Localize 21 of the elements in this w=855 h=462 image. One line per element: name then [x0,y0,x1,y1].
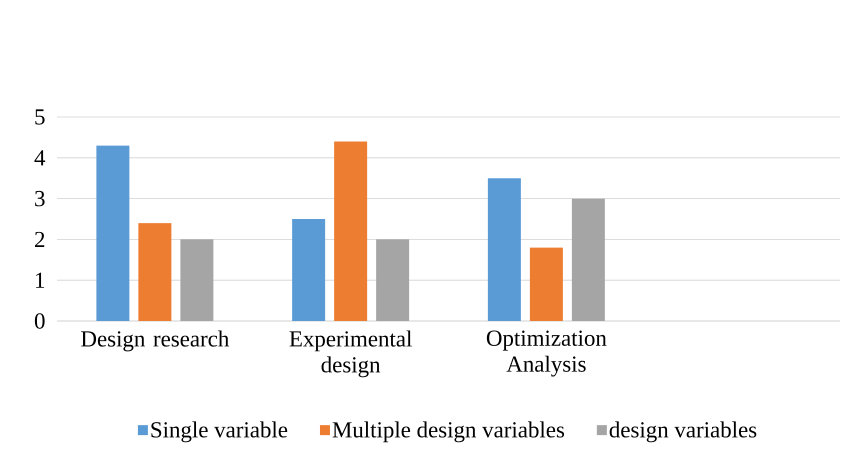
bar [572,198,605,321]
bar [96,146,130,321]
y-tick-label: 4 [34,150,46,166]
bar [488,178,521,321]
legend-label: design variables [610,421,756,442]
bar [138,223,172,321]
x-tick-label: Optimization Analysis [486,330,607,377]
bar [334,141,368,321]
y-tick-label: 3 [35,190,45,206]
y-tick-label: 2 [35,232,44,247]
bar [292,219,326,321]
bar [376,239,410,321]
bar [180,239,214,321]
bar [530,248,563,321]
y-tick-label: 0 [34,313,45,329]
legend-label: Multiple design variables [332,421,564,442]
x-tick-label: Experimental design [290,330,412,378]
y-tick-label: 5 [35,109,45,125]
y-tick-label: 1 [36,272,44,288]
legend-label: Single variable [151,421,288,442]
x-tick-label: Design research [81,330,230,352]
